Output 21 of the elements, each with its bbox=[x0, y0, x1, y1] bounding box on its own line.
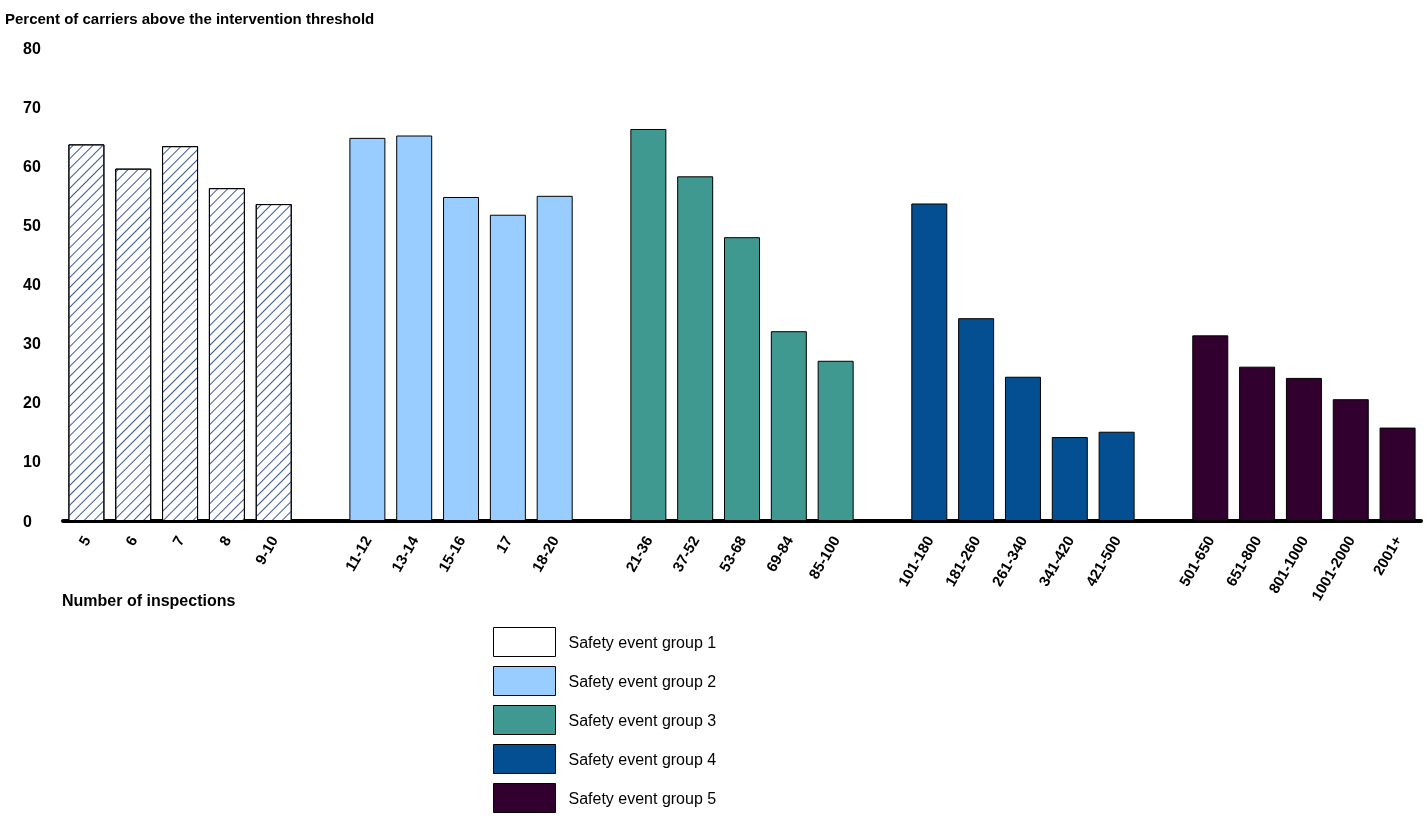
x-tick-label: 8 bbox=[215, 532, 235, 549]
x-tick-label: 7 bbox=[168, 532, 188, 549]
y-tick-label: 80 bbox=[23, 39, 41, 57]
legend-label: Safety event group 5 bbox=[568, 789, 717, 807]
y-tick-label: 20 bbox=[23, 394, 41, 412]
y-tick-label: 50 bbox=[23, 216, 41, 234]
x-tick-label: 17 bbox=[492, 532, 516, 556]
legend-label: Safety event group 3 bbox=[568, 711, 717, 729]
y-tick-label: 40 bbox=[23, 276, 41, 293]
y-tick-label: 60 bbox=[23, 157, 41, 175]
legend-label: Safety event group 4 bbox=[568, 750, 717, 768]
y-tick-label: 30 bbox=[23, 335, 41, 353]
x-tick-label: 6 bbox=[121, 532, 141, 549]
legend-label: Safety event group 1 bbox=[568, 633, 717, 651]
y-axis-title: Percent of carriers above the intervention threshold bbox=[5, 10, 375, 27]
y-tick-label: 10 bbox=[23, 453, 41, 471]
y-tick-label: 70 bbox=[23, 98, 41, 116]
x-tick-label: 5 bbox=[74, 532, 94, 549]
legend-label: Safety event group 2 bbox=[568, 672, 717, 690]
y-tick-label: 0 bbox=[23, 512, 32, 530]
x-axis-title: Number of inspections bbox=[62, 591, 236, 609]
